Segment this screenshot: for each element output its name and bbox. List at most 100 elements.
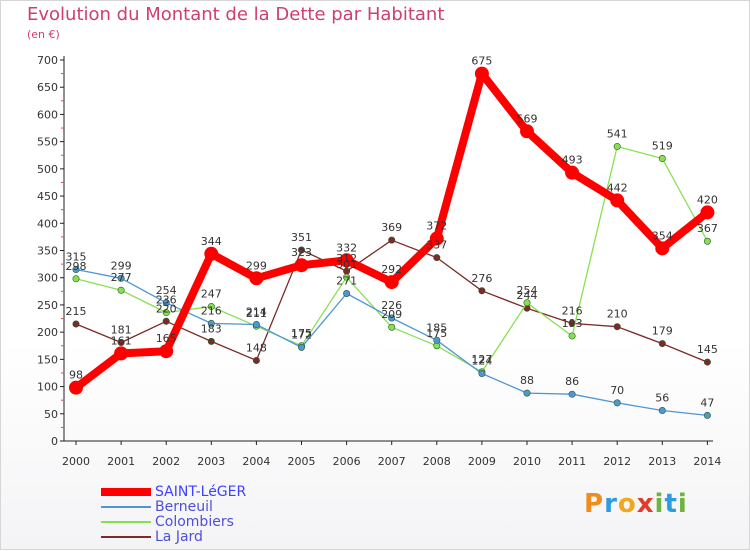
legend-label: Berneuil [155,499,213,515]
data-point [703,411,711,419]
proxiti-logo: Proxiti [584,489,688,519]
x-tick-label: 2006 [333,455,361,468]
x-tick-label: 2003 [197,455,225,468]
x-tick-label: 2013 [648,455,676,468]
data-point [658,407,666,415]
data-point [658,155,666,163]
logo-letter: x [636,489,655,519]
data-point [343,273,351,281]
data-label: 323 [291,246,312,259]
data-point [294,258,309,273]
data-label: 214 [246,306,267,319]
data-point [520,124,534,139]
data-label: 181 [111,323,132,336]
y-tick-label: 100 [37,381,58,394]
legend-label: La Jard [155,529,203,545]
data-label: 86 [565,375,579,388]
data-label: 215 [66,305,87,318]
data-point [162,299,170,307]
data-point [252,321,260,329]
data-label: 420 [697,193,718,206]
data-point [72,266,80,274]
data-point [343,289,351,297]
x-tick-label: 2012 [603,455,631,468]
data-label: 369 [381,221,402,234]
data-point [162,317,170,325]
data-label: 211 [246,307,267,320]
logo-letter: t [664,489,678,519]
data-point [433,336,441,344]
data-label: 88 [520,374,534,387]
data-point [117,274,125,282]
legend-swatch [101,488,151,496]
logo-letter: P [584,489,605,519]
data-label: 519 [652,140,673,153]
data-label: 312 [336,252,357,265]
x-tick-label: 2008 [423,455,451,468]
data-point [252,356,260,364]
data-label: 271 [336,274,357,287]
logo-letter: o [617,489,637,519]
data-point [69,380,83,395]
data-label: 216 [562,304,583,317]
data-label: 367 [697,222,718,235]
data-label: 332 [336,241,357,254]
data-point [117,286,125,294]
data-label: 193 [562,317,583,330]
x-tick-label: 2007 [378,455,406,468]
data-point [565,165,580,180]
legend-swatch [101,536,151,538]
data-point [207,303,215,311]
data-point [523,299,531,307]
data-label: 98 [69,369,83,382]
data-label: 47 [700,396,714,409]
y-tick-label: 0 [51,435,58,448]
data-label: 344 [201,235,222,248]
data-label: 185 [426,321,447,334]
data-label: 299 [246,259,267,272]
data-point [388,323,396,331]
y-tick-label: 550 [37,136,58,149]
y-tick-label: 450 [37,190,58,203]
legend-label: Colombiers [155,514,234,530]
data-point [703,237,711,245]
data-label: 148 [246,341,267,354]
data-point [339,253,354,268]
y-tick-label: 300 [37,272,58,285]
data-point [523,389,531,397]
data-point [162,309,170,317]
data-point [297,343,305,351]
data-label: 209 [381,308,402,321]
data-point [249,271,264,286]
y-tick-label: 650 [37,81,58,94]
data-label: 127 [471,353,492,366]
data-label: 244 [517,289,538,302]
data-label: 56 [655,392,669,405]
chart-subtitle: (en €) [27,28,60,41]
data-label: 210 [607,308,628,321]
data-label: 145 [697,343,718,356]
y-tick-label: 50 [44,408,58,421]
data-point [703,358,711,366]
x-tick-label: 2011 [558,455,586,468]
data-point [114,346,129,361]
data-point [478,287,486,295]
y-tick-label: 600 [37,108,58,121]
x-tick-label: 2002 [152,455,180,468]
y-tick-label: 350 [37,245,58,258]
logo-letter: r [604,489,618,519]
data-point [72,320,80,328]
data-point [388,314,396,322]
data-label: 179 [652,325,673,338]
x-tick-label: 2009 [468,455,496,468]
data-label: 675 [471,55,492,68]
data-point [568,390,576,398]
data-label: 165 [156,332,177,345]
data-point [429,231,444,246]
data-label: 175 [291,327,312,340]
data-point [613,143,621,151]
data-point [655,241,670,256]
data-point [658,340,666,348]
logo-letter: i [677,489,688,519]
